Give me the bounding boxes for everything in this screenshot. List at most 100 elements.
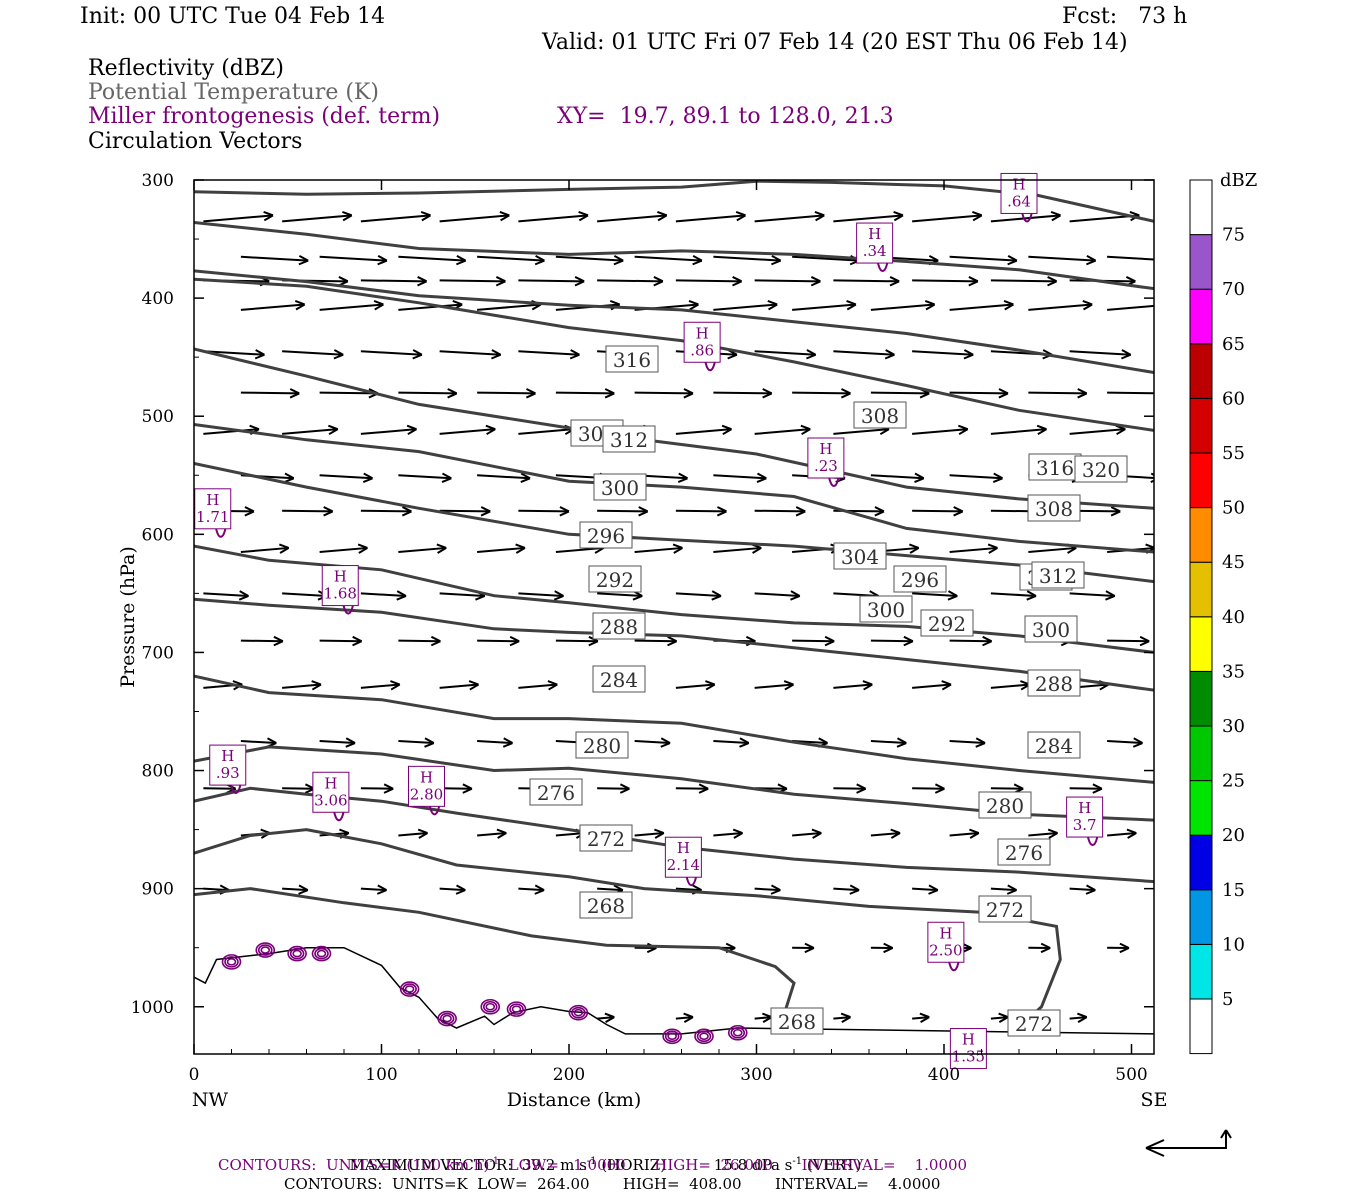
theta-label-box [579, 891, 633, 919]
circulation-vector [360, 887, 387, 892]
vector-arrowhead [840, 1012, 851, 1023]
frontogenesis-max-box [1066, 796, 1104, 838]
theta-label-box [579, 521, 633, 549]
vector-arrowhead [657, 210, 668, 222]
vector-arrowhead [520, 472, 531, 483]
circulation-vector [1107, 832, 1137, 837]
theta-contour [194, 221, 1154, 291]
vector-arrowhead [638, 506, 649, 517]
circulation-vector [477, 639, 520, 643]
vector-arrowhead [856, 783, 867, 794]
circulation-vector [597, 279, 663, 283]
vector-arrowhead [569, 349, 580, 360]
y-tick-label: 700 [142, 643, 174, 663]
circulation-vector [912, 887, 938, 892]
frontogenesis-contour [511, 1005, 522, 1013]
circulation-vector [477, 474, 531, 480]
vector-arrowhead [390, 680, 401, 691]
vector-arrowhead [924, 300, 936, 311]
circulation-vector [555, 255, 624, 262]
circulation-vector [634, 391, 693, 395]
circulation-vector [282, 428, 338, 435]
frontogenesis-contour [509, 1003, 524, 1015]
circulation-vector [912, 509, 963, 513]
circulation-vector [833, 1016, 851, 1020]
vector-arrowhead [998, 1012, 1009, 1023]
vector-arrowhead [987, 543, 998, 554]
circulation-vector [240, 740, 277, 745]
vector-arrowhead [1162, 301, 1171, 310]
frontogenesis-contour [694, 1028, 714, 1045]
colorbar-label: 50 [1222, 498, 1245, 519]
circulation-vector [833, 350, 895, 356]
circulation-vector [675, 509, 727, 513]
vector-arrowhead [800, 424, 811, 436]
circulation-vector [634, 639, 677, 643]
vector-arrowhead [762, 1012, 773, 1023]
colorbar-label: 20 [1222, 825, 1245, 846]
circulation-vector [990, 683, 1030, 689]
circulation-vector [477, 303, 541, 311]
vector-arrowhead [619, 783, 630, 794]
vector-arrowhead [840, 388, 851, 399]
vector-arrowhead [1036, 424, 1047, 436]
vector-arrowhead [333, 349, 344, 360]
frontogenesis-contour [404, 985, 415, 993]
theta-label: 268 [587, 894, 625, 918]
vector-arrowhead [412, 349, 423, 360]
circulation-vector [282, 887, 308, 892]
y-tick-label: 600 [142, 525, 174, 545]
theta-label: 316 [613, 348, 651, 372]
theta-label: 272 [1015, 1012, 1053, 1036]
colorbar-segment [1189, 998, 1213, 1055]
circulation-vector [675, 279, 742, 283]
circulation-vector [634, 546, 683, 554]
plot-frame [193, 179, 1155, 1055]
circulation-vector [439, 887, 466, 892]
circulation-vector [555, 546, 604, 554]
colorbar-label: 60 [1222, 388, 1245, 409]
vector-arrowhead [373, 300, 384, 311]
circulation-vector [360, 428, 417, 435]
theta-label: 300 [601, 476, 639, 500]
vector-arrowhead [1126, 828, 1137, 839]
vector-arrowhead [963, 349, 974, 360]
vector-arrowhead [1082, 300, 1093, 311]
circulation-vector [949, 832, 979, 837]
circulation-vector [203, 592, 249, 597]
theta-label-box [1027, 669, 1081, 697]
frontogenesis-units: CONTOURS: UNITS=K (100 km h) [218, 1156, 490, 1174]
vector-arrowhead [1086, 254, 1097, 266]
frontogenesis-max-h: H [1012, 175, 1025, 193]
vector-arrowhead [424, 737, 435, 748]
frontogenesis-contour [316, 949, 327, 958]
colorbar-segment [1189, 234, 1213, 290]
circulation-vector [518, 214, 589, 223]
frontogenesis-contour [224, 956, 239, 968]
theta-label-box [602, 425, 656, 453]
vector-arrowhead [716, 506, 727, 517]
circulation-vector [555, 639, 598, 643]
x-tick-label: 0 [189, 1065, 200, 1085]
vector-arrowhead [698, 783, 709, 794]
colorbar-segment [1189, 452, 1213, 509]
x-right-label: SE [1141, 1089, 1168, 1111]
circulation-vector [792, 832, 822, 837]
vector-arrowhead [735, 210, 746, 222]
circulation-vector [398, 546, 447, 554]
circulation-vector [439, 592, 485, 597]
y-tick-label: 300 [142, 171, 174, 191]
terrain-line [194, 946, 1154, 1035]
theta-label: 296 [901, 568, 939, 592]
colorbar-label: 5 [1222, 989, 1233, 1010]
circulation-vector [870, 474, 924, 480]
vector-arrowhead [998, 388, 1009, 399]
vector-arrowhead [273, 635, 284, 647]
theta-contour [194, 887, 796, 1031]
vector-arrowhead [383, 783, 394, 794]
valid-time: Valid: 01 UTC Fri 07 Feb 14 (20 EST Thu … [542, 30, 1128, 55]
frontogenesis-contour [571, 1006, 586, 1019]
theta-label: 316 [1036, 456, 1074, 480]
vector-arrowhead [908, 543, 920, 554]
